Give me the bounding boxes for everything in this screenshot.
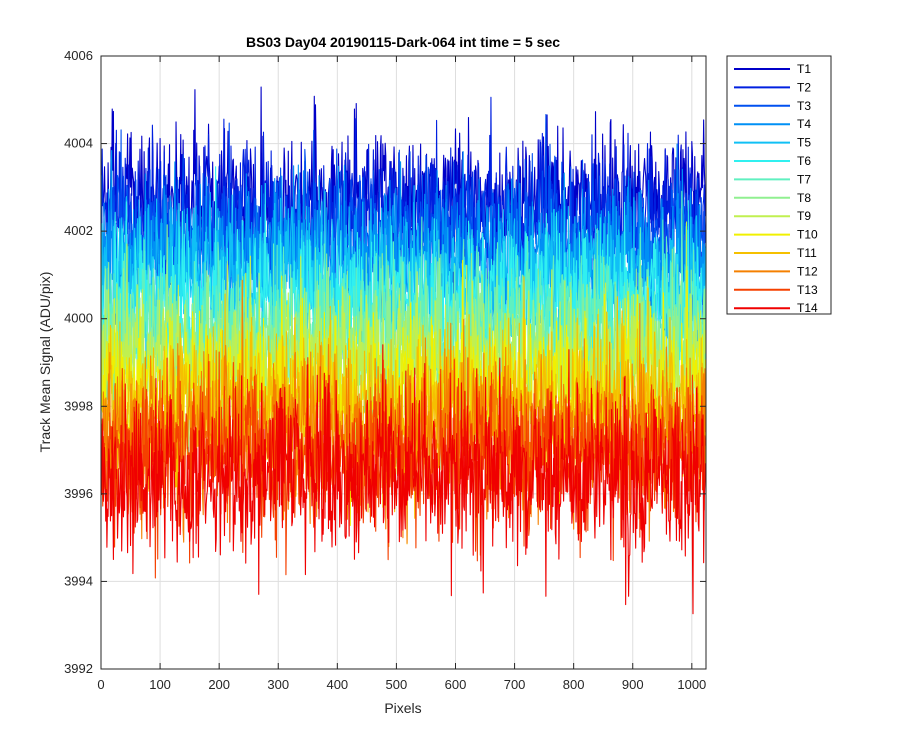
legend-label: T6 xyxy=(797,154,811,168)
series-line-t10 xyxy=(101,259,706,526)
legend-label: T2 xyxy=(797,80,811,94)
legend-item: T2 xyxy=(734,80,811,94)
legend-label: T13 xyxy=(797,283,818,297)
legend-label: T1 xyxy=(797,62,811,76)
x-tick-label: 800 xyxy=(563,677,585,692)
legend-label: T5 xyxy=(797,136,811,150)
y-tick-label: 3994 xyxy=(64,573,93,588)
legend-item: T5 xyxy=(734,136,811,150)
y-tick-label: 4006 xyxy=(64,48,93,63)
y-tick-label: 3998 xyxy=(64,398,93,413)
series-group xyxy=(101,86,706,615)
legend-label: T12 xyxy=(797,264,818,278)
chart-title: BS03 Day04 20190115-Dark-064 int time = … xyxy=(246,34,560,50)
series-line-t14 xyxy=(101,344,706,615)
y-tick-label: 4004 xyxy=(64,136,93,151)
x-tick-label: 0 xyxy=(97,677,104,692)
x-tick-label: 200 xyxy=(208,677,230,692)
legend-item: T10 xyxy=(734,228,818,242)
y-tick-label: 4002 xyxy=(64,223,93,238)
legend-item: T13 xyxy=(734,283,818,297)
legend-item: T4 xyxy=(734,117,811,131)
legend-label: T14 xyxy=(797,301,818,315)
legend: T1 T2 T3 T4 T5 T6 T7 T8 T9 T10 T11 T12 T13 T14 xyxy=(726,55,832,315)
legend-item: T11 xyxy=(734,246,817,260)
y-tick-label: 3992 xyxy=(64,661,93,676)
legend-item: T7 xyxy=(734,172,811,186)
y-tick-label: 3996 xyxy=(64,486,93,501)
legend-label: T8 xyxy=(797,191,811,205)
x-tick-label: 300 xyxy=(267,677,289,692)
legend-label: T10 xyxy=(797,228,818,242)
x-tick-label: 1000 xyxy=(677,677,706,692)
x-tick-label: 700 xyxy=(504,677,526,692)
y-tick-label: 4000 xyxy=(64,311,93,326)
legend-label: T11 xyxy=(797,246,817,260)
legend-item: T6 xyxy=(734,154,811,168)
x-tick-labels: 0 100 200 300 400 500 600 700 800 900 1000 xyxy=(97,677,706,692)
legend-item: T12 xyxy=(734,264,818,278)
x-tick-label: 100 xyxy=(149,677,171,692)
legend-item: T3 xyxy=(734,99,811,113)
x-tick-label: 900 xyxy=(622,677,644,692)
legend-label: T3 xyxy=(797,99,811,113)
y-tick-labels: 3992 3994 3996 3998 4000 4002 4004 4006 xyxy=(64,48,93,676)
plot-frame xyxy=(100,55,707,670)
x-tick-label: 600 xyxy=(445,677,467,692)
x-tick-label: 400 xyxy=(326,677,348,692)
x-tick-label: 500 xyxy=(386,677,408,692)
x-axis-label: Pixels xyxy=(384,700,421,716)
y-axis-label: Track Mean Signal (ADU/pix) xyxy=(37,272,53,453)
legend-label: T9 xyxy=(797,209,811,223)
legend-item: T9 xyxy=(734,209,811,223)
legend-item: T8 xyxy=(734,191,811,205)
legend-label: T4 xyxy=(797,117,811,131)
legend-item: T14 xyxy=(734,301,818,315)
legend-label: T7 xyxy=(797,172,811,186)
legend-item: T1 xyxy=(734,62,811,76)
ticks xyxy=(100,55,706,670)
